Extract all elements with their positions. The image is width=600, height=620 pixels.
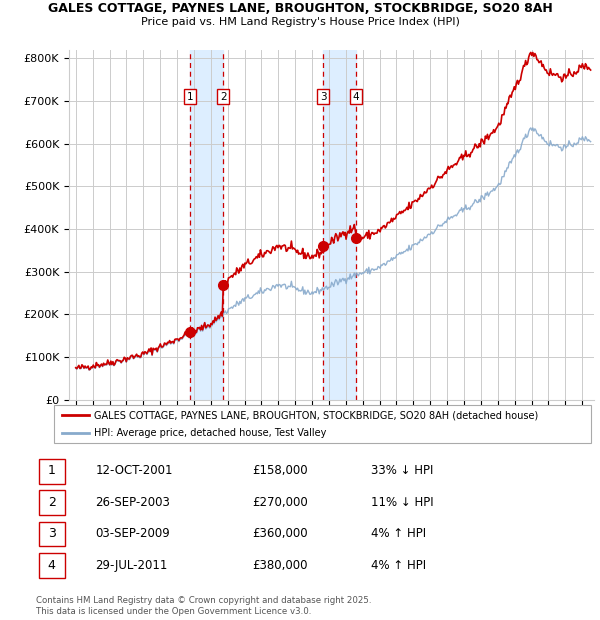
FancyBboxPatch shape [39,459,65,484]
Text: 2: 2 [220,92,227,102]
FancyBboxPatch shape [39,553,65,578]
Text: 3: 3 [48,527,56,540]
Bar [323,50,356,400]
Text: 4: 4 [48,559,56,572]
Text: 29-JUL-2011: 29-JUL-2011 [95,559,168,572]
Text: 4% ↑ HPI: 4% ↑ HPI [371,527,426,540]
Text: HPI: Average price, detached house, Test Valley: HPI: Average price, detached house, Test… [94,428,326,438]
Text: 33% ↓ HPI: 33% ↓ HPI [371,464,433,477]
Text: 1: 1 [48,464,56,477]
Text: 1: 1 [187,92,194,102]
Text: Contains HM Land Registry data © Crown copyright and database right 2025.
This d: Contains HM Land Registry data © Crown c… [36,596,371,616]
Text: 26-SEP-2003: 26-SEP-2003 [95,496,170,509]
Text: Price paid vs. HM Land Registry's House Price Index (HPI): Price paid vs. HM Land Registry's House … [140,17,460,27]
Text: 11% ↓ HPI: 11% ↓ HPI [371,496,433,509]
Text: £270,000: £270,000 [252,496,308,509]
Text: GALES COTTAGE, PAYNES LANE, BROUGHTON, STOCKBRIDGE, SO20 8AH (detached house): GALES COTTAGE, PAYNES LANE, BROUGHTON, S… [94,410,539,420]
FancyBboxPatch shape [39,490,65,515]
Text: 4% ↑ HPI: 4% ↑ HPI [371,559,426,572]
Text: 4: 4 [352,92,359,102]
Text: 2: 2 [48,496,56,509]
Text: 12-OCT-2001: 12-OCT-2001 [95,464,173,477]
Text: £360,000: £360,000 [252,527,308,540]
FancyBboxPatch shape [54,405,591,443]
Text: 3: 3 [320,92,327,102]
Bar [190,50,223,400]
FancyBboxPatch shape [39,521,65,546]
Text: £380,000: £380,000 [252,559,308,572]
Text: GALES COTTAGE, PAYNES LANE, BROUGHTON, STOCKBRIDGE, SO20 8AH: GALES COTTAGE, PAYNES LANE, BROUGHTON, S… [47,1,553,14]
Text: £158,000: £158,000 [252,464,308,477]
Text: 03-SEP-2009: 03-SEP-2009 [95,527,170,540]
